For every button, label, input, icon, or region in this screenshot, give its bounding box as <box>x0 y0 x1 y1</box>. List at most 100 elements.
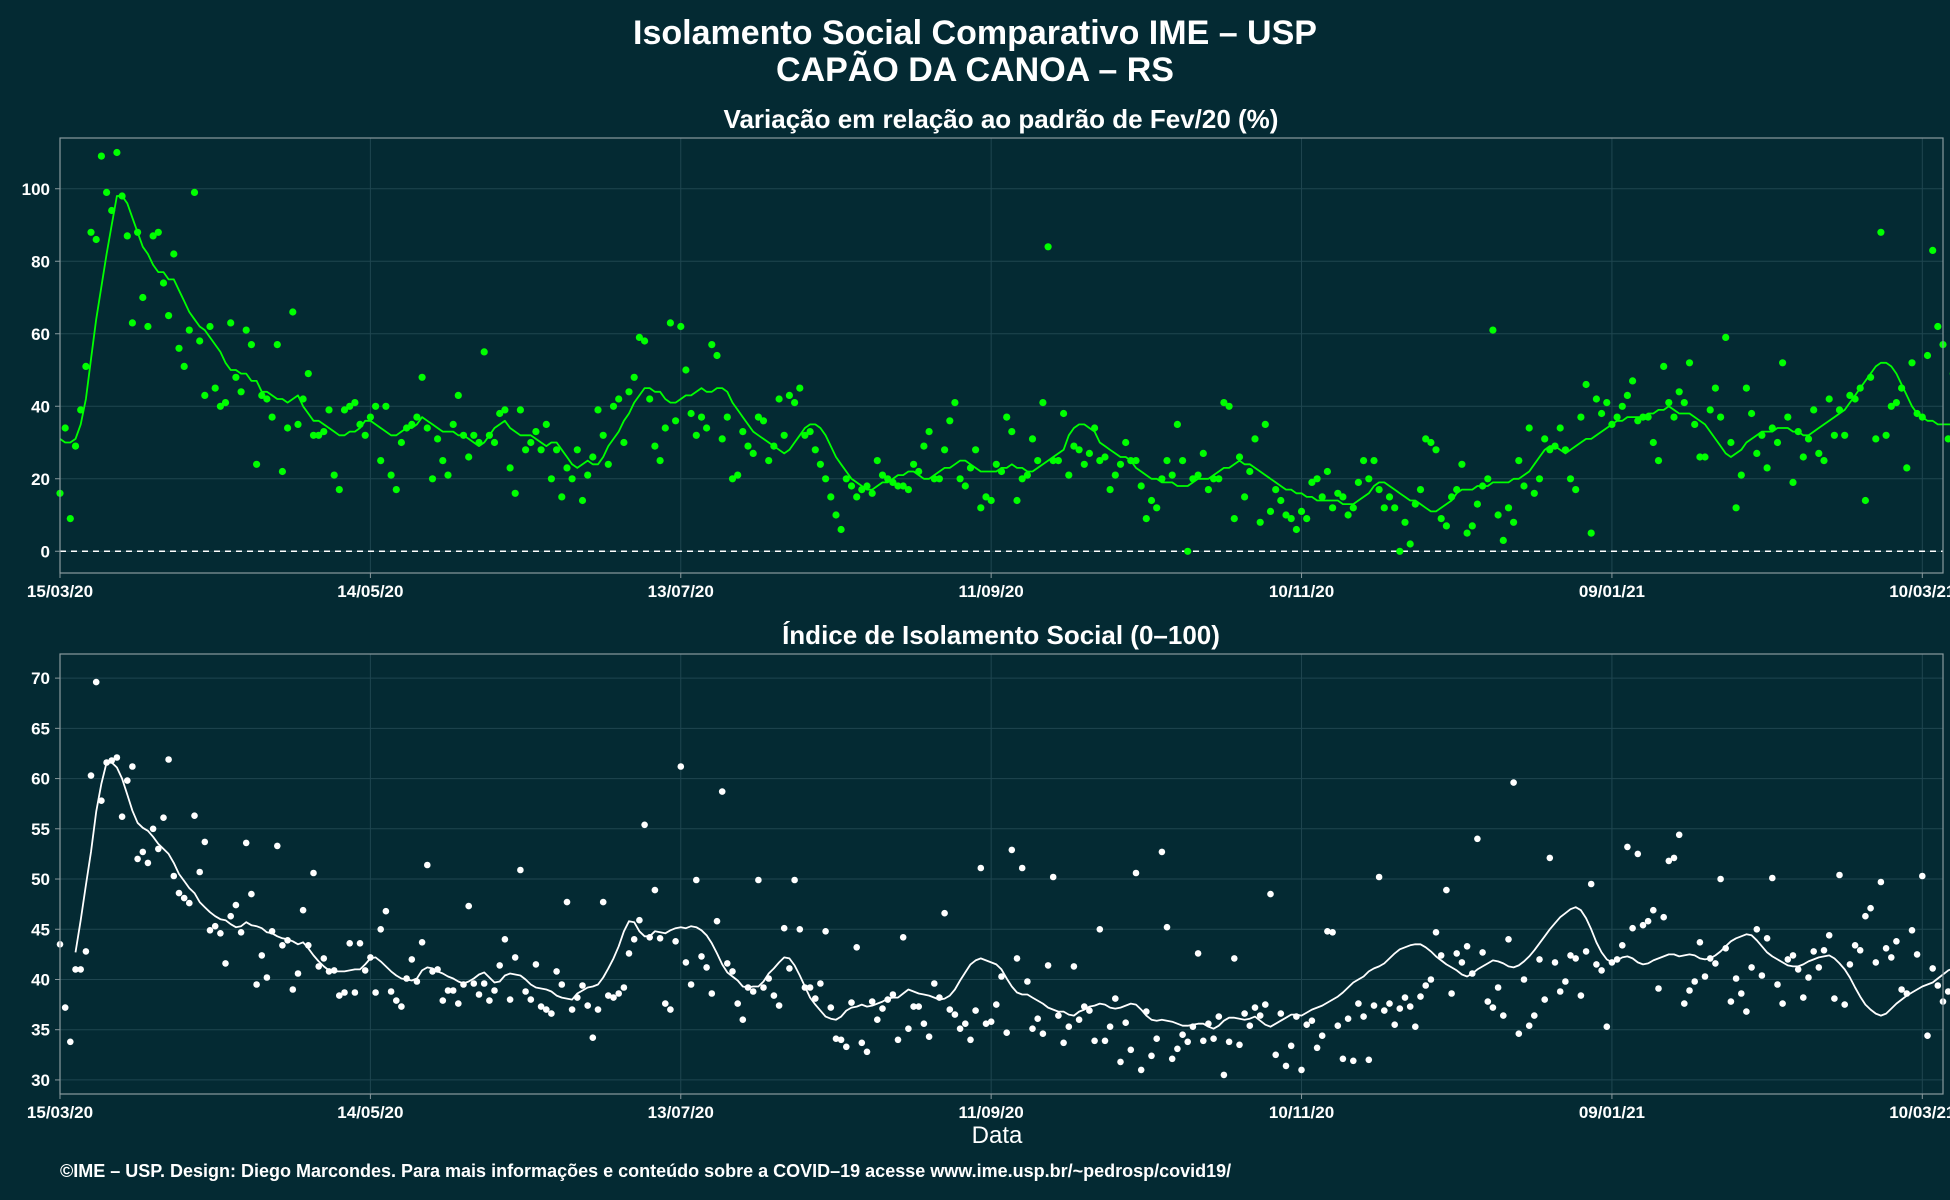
data-point <box>666 319 675 327</box>
data-point <box>346 940 354 947</box>
data-point <box>1577 992 1585 999</box>
data-point <box>340 406 349 414</box>
data-point <box>1375 873 1383 881</box>
y-tick-label: 0 <box>41 542 50 561</box>
data-point <box>190 188 199 196</box>
data-point <box>977 864 985 872</box>
data-point <box>1556 424 1564 432</box>
data-point <box>1262 1001 1269 1008</box>
data-point <box>211 922 219 930</box>
data-point <box>558 981 566 988</box>
data-point <box>1489 326 1497 334</box>
data-point <box>1551 959 1559 966</box>
data-point <box>1437 952 1445 959</box>
data-point <box>82 948 90 955</box>
data-point <box>1116 460 1125 468</box>
data-point <box>1681 1000 1688 1007</box>
data-point <box>806 984 814 991</box>
data-point <box>491 987 498 994</box>
x-tick-label: 15/03/20 <box>27 1103 93 1122</box>
data-point <box>191 812 198 819</box>
data-point <box>1763 935 1771 942</box>
data-point <box>87 772 95 779</box>
data-point <box>1748 964 1755 971</box>
y-tick-label: 35 <box>31 1021 50 1040</box>
data-point <box>418 373 426 381</box>
data-point <box>1562 978 1569 985</box>
data-point <box>1463 943 1471 950</box>
data-point <box>931 980 938 987</box>
data-point <box>439 457 447 465</box>
data-point <box>1370 1002 1378 1009</box>
data-point <box>1649 438 1657 447</box>
data-point <box>341 989 348 996</box>
data-point <box>216 402 224 410</box>
data-point <box>1717 875 1724 883</box>
data-point <box>330 471 338 479</box>
data-point <box>1810 406 1818 414</box>
data-point <box>941 909 948 917</box>
data-point <box>558 493 566 501</box>
data-point <box>1427 976 1435 983</box>
data-point <box>729 968 736 975</box>
data-point <box>579 982 586 989</box>
data-point <box>1132 869 1140 877</box>
data-point <box>1329 504 1337 512</box>
data-point <box>522 988 529 995</box>
data-point <box>1634 417 1642 425</box>
data-point <box>1354 478 1362 486</box>
data-point <box>1194 950 1202 957</box>
data-point <box>1055 1012 1062 1019</box>
data-point <box>1934 982 1942 989</box>
data-point <box>1443 886 1450 894</box>
x-tick-label: 11/09/20 <box>959 1103 1024 1122</box>
data-point <box>1220 1071 1228 1079</box>
data-point <box>170 872 178 880</box>
data-point <box>490 438 499 447</box>
data-point <box>1086 1007 1093 1014</box>
data-point <box>1039 399 1047 407</box>
data-point <box>951 1011 959 1018</box>
data-point <box>1417 993 1424 1000</box>
data-point <box>1153 1035 1160 1042</box>
data-point <box>910 460 918 468</box>
data-point <box>1665 399 1673 407</box>
data-point <box>1738 990 1745 997</box>
data-point <box>816 460 825 468</box>
data-point <box>351 399 359 407</box>
data-point <box>1794 966 1802 973</box>
data-point <box>754 413 763 421</box>
data-point <box>1691 420 1699 428</box>
data-point <box>630 936 638 943</box>
data-point <box>1034 1015 1041 1022</box>
x-tick-label: 10/03/21 <box>1889 1103 1950 1122</box>
data-point <box>972 1007 979 1014</box>
data-point <box>1375 486 1383 494</box>
data-point <box>258 952 266 959</box>
top-panel-title: Variação em relação ao padrão de Fev/20 … <box>724 104 1279 134</box>
data-point <box>299 906 307 914</box>
data-point <box>1919 872 1926 880</box>
data-point <box>801 431 809 439</box>
data-point <box>817 980 824 987</box>
data-point <box>1308 478 1316 486</box>
data-point <box>1303 515 1311 523</box>
data-point <box>765 457 773 465</box>
data-point <box>418 939 426 946</box>
data-point <box>1096 926 1104 933</box>
data-point <box>1111 471 1119 479</box>
data-point <box>1851 942 1859 949</box>
data-point <box>615 395 623 403</box>
data-point <box>1831 995 1838 1002</box>
x-tick-label: 09/01/21 <box>1579 1103 1645 1122</box>
data-point <box>1018 475 1026 483</box>
data-point <box>1292 525 1300 534</box>
data-point <box>1742 384 1750 392</box>
data-point <box>217 930 224 937</box>
data-point <box>232 373 240 381</box>
data-point <box>1593 961 1600 968</box>
data-point <box>1070 963 1078 970</box>
data-point <box>868 489 876 497</box>
data-point <box>1334 489 1342 497</box>
